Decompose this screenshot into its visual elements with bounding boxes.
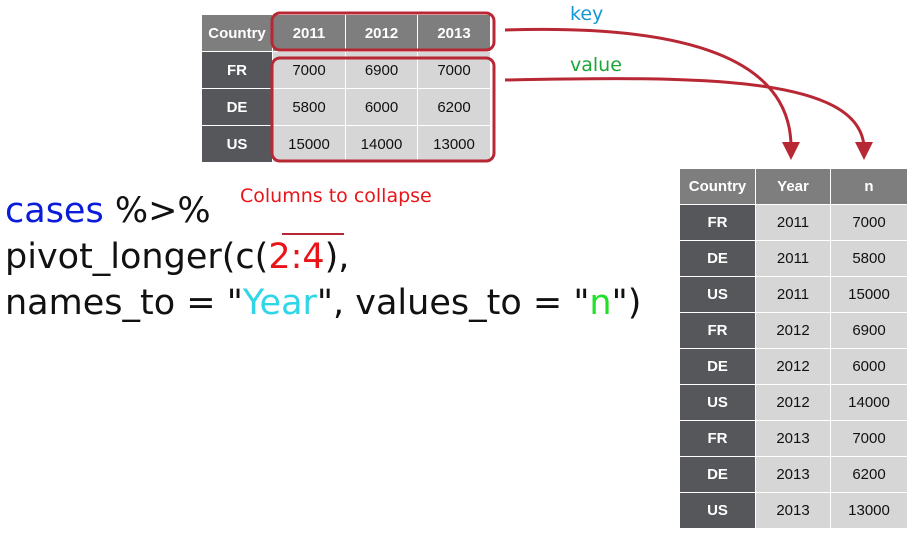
code-line-args: names_to = "Year", values_to = "n") — [5, 280, 641, 326]
value-cell: 6000 — [345, 88, 418, 126]
country-cell: DE — [680, 240, 756, 277]
year-cell: 2012 — [755, 348, 831, 385]
long-table-header-row: Country Year n — [680, 169, 908, 205]
country-cell: FR — [680, 420, 756, 457]
wide-header-country: Country — [202, 15, 273, 52]
key-label: key — [570, 3, 604, 25]
n-cell: 15000 — [830, 276, 908, 313]
value-arrow — [504, 77, 866, 147]
table-row: DE 2013 6200 — [680, 456, 908, 493]
code-object-name: cases — [5, 191, 104, 231]
country-cell: US — [680, 276, 756, 313]
country-cell: US — [680, 384, 756, 421]
n-cell: 5800 — [830, 240, 908, 277]
n-cell: 7000 — [830, 420, 908, 457]
value-cell: 13000 — [417, 125, 491, 163]
year-cell: 2011 — [755, 276, 831, 313]
wide-table: Country 2011 2012 2013 FR 7000 6900 7000… — [202, 15, 491, 163]
table-row: US 2013 13000 — [680, 492, 908, 529]
value-cell: 15000 — [272, 125, 346, 163]
value-cell: 14000 — [345, 125, 418, 163]
wide-header-year: 2013 — [417, 15, 491, 52]
country-cell: DE — [680, 456, 756, 493]
code-pipe-operator: %>% — [103, 191, 211, 231]
table-row: US 2012 14000 — [680, 384, 908, 421]
code-function-open: pivot_longer(c( — [5, 237, 269, 277]
table-row: US 15000 14000 13000 — [202, 125, 491, 163]
year-cell: 2013 — [755, 456, 831, 493]
year-cell: 2012 — [755, 312, 831, 349]
year-cell: 2013 — [755, 420, 831, 457]
table-row: FR 2013 7000 — [680, 420, 908, 457]
table-row: FR 2012 6900 — [680, 312, 908, 349]
country-cell: DE — [680, 348, 756, 385]
code-values-to-value: n — [589, 283, 612, 323]
code-names-to-value: Year — [242, 283, 317, 323]
n-cell: 7000 — [830, 204, 908, 241]
columns-to-collapse-label: Columns to collapse — [240, 185, 432, 207]
year-cell: 2012 — [755, 384, 831, 421]
code-line-pipe: cases %>% — [5, 188, 211, 234]
table-row: US 2011 15000 — [680, 276, 908, 313]
table-row: FR 2011 7000 — [680, 204, 908, 241]
country-cell: FR — [202, 51, 273, 89]
n-cell: 14000 — [830, 384, 908, 421]
n-cell: 6000 — [830, 348, 908, 385]
n-cell: 6200 — [830, 456, 908, 493]
table-row: DE 5800 6000 6200 — [202, 88, 491, 126]
wide-header-year: 2012 — [345, 15, 418, 52]
table-row: DE 2012 6000 — [680, 348, 908, 385]
key-highlight-box — [270, 11, 496, 52]
long-header-country: Country — [680, 169, 756, 205]
code-function-close: ), — [324, 237, 350, 277]
wide-table-header-row: Country 2011 2012 2013 — [202, 15, 491, 52]
n-cell: 6900 — [830, 312, 908, 349]
year-cell: 2011 — [755, 204, 831, 241]
value-cell: 6200 — [417, 88, 491, 126]
key-arrow — [504, 27, 793, 147]
long-header-n: n — [830, 169, 908, 205]
code-line-end: ") — [611, 283, 642, 323]
n-cell: 13000 — [830, 492, 908, 529]
country-cell: FR — [680, 204, 756, 241]
value-cell: 5800 — [272, 88, 346, 126]
code-values-to-arg: ", values_to = " — [316, 283, 590, 323]
value-arrowhead — [855, 142, 873, 160]
country-cell: DE — [202, 88, 273, 126]
code-line-pivot: pivot_longer(c(2:4), — [5, 234, 349, 280]
country-cell: US — [680, 492, 756, 529]
country-cell: FR — [680, 312, 756, 349]
year-cell: 2011 — [755, 240, 831, 277]
long-table: Country Year n FR 2011 7000 DE 2011 5800 US 2… — [680, 169, 908, 529]
long-header-year: Year — [755, 169, 831, 205]
table-row: DE 2011 5800 — [680, 240, 908, 277]
code-names-to-arg: names_to = " — [5, 283, 243, 323]
year-cell: 2013 — [755, 492, 831, 529]
wide-header-year: 2011 — [272, 15, 346, 52]
value-highlight-box — [270, 56, 496, 163]
key-arrowhead — [782, 142, 800, 160]
value-label: value — [570, 54, 622, 76]
code-columns-range: 2:4 — [268, 237, 325, 277]
